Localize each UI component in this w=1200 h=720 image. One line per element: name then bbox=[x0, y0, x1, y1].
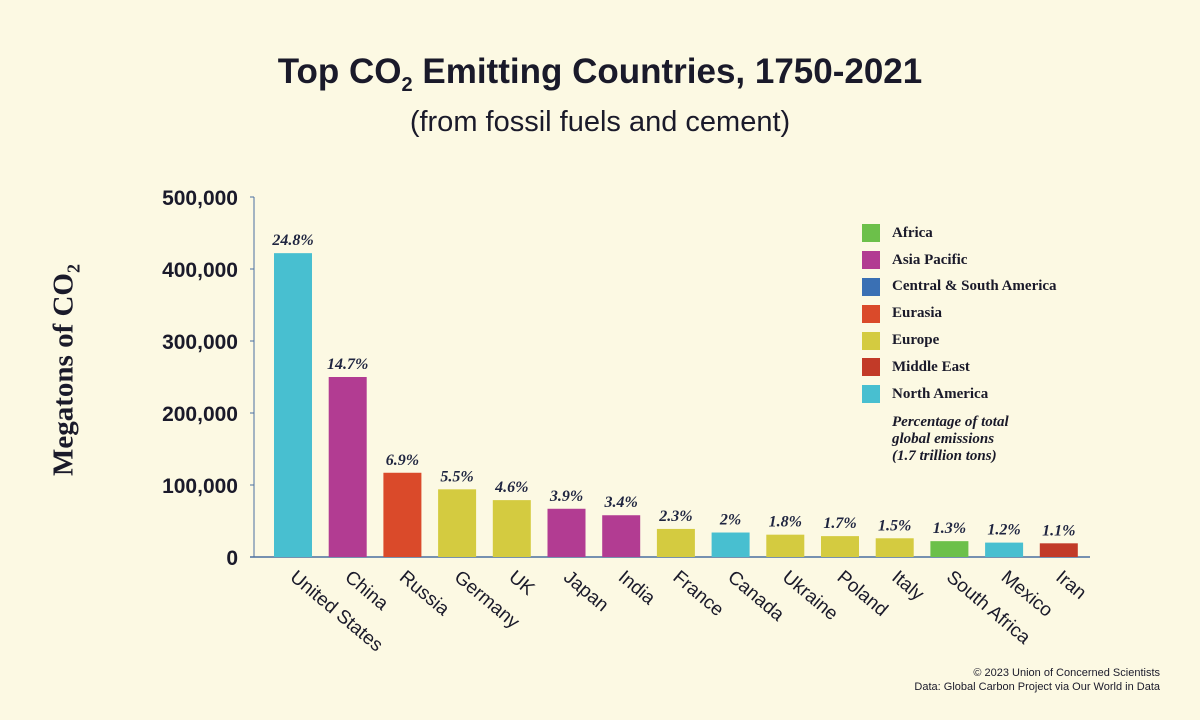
bar-south-africa bbox=[930, 541, 969, 557]
credit: © 2023 Union of Concerned Scientists Dat… bbox=[914, 667, 1160, 693]
bar-russia bbox=[383, 472, 422, 557]
x-tick-label: Iran bbox=[1052, 567, 1091, 604]
data-label: 1.8% bbox=[769, 514, 802, 531]
data-label: 1.7% bbox=[823, 515, 856, 532]
legend: Africa Asia Pacific Central & South Americ… bbox=[862, 220, 1057, 465]
data-label: 1.2% bbox=[987, 522, 1020, 539]
data-label: 4.6% bbox=[494, 479, 528, 496]
legend-item: Middle East bbox=[862, 354, 1057, 381]
bar-canada bbox=[711, 532, 750, 557]
legend-item: Central & South America bbox=[862, 274, 1057, 301]
y-tick-label: 100,000 bbox=[162, 475, 238, 498]
bar-uk bbox=[492, 500, 531, 557]
data-label: 3.9% bbox=[549, 488, 583, 505]
legend-label: Africa bbox=[892, 224, 933, 241]
data-label: 2.3% bbox=[658, 508, 692, 525]
x-tick-label: Poland bbox=[833, 567, 892, 621]
data-label: 5.5% bbox=[440, 468, 473, 485]
chart-title: Top CO2 Emitting Countries, 1750-2021 bbox=[277, 52, 923, 96]
data-label: 24.8% bbox=[271, 232, 313, 249]
legend-item: Eurasia bbox=[862, 300, 1057, 327]
x-tick-label: Russia bbox=[395, 567, 453, 621]
x-tick-label: India bbox=[614, 567, 659, 610]
legend-swatch bbox=[862, 277, 880, 296]
x-tick-label: Ukraine bbox=[778, 567, 842, 625]
legend-label: Central & South America bbox=[892, 278, 1057, 295]
chart-subtitle: (from fossil fuels and cement) bbox=[409, 106, 791, 138]
bar-italy bbox=[875, 538, 914, 557]
bar-germany bbox=[438, 489, 477, 557]
x-tick-label: Canada bbox=[723, 567, 788, 626]
bar-china bbox=[328, 377, 367, 557]
legend-swatch bbox=[862, 385, 880, 404]
data-label: 6.9% bbox=[386, 452, 419, 469]
bar-ukraine bbox=[766, 534, 805, 557]
legend-item: Europe bbox=[862, 327, 1057, 354]
y-tick-label: 500,000 bbox=[162, 187, 238, 210]
bar-united-states bbox=[274, 253, 312, 557]
legend-label: North America bbox=[892, 385, 989, 402]
x-tick-label: Italy bbox=[887, 567, 928, 606]
bar-mexico bbox=[985, 542, 1024, 557]
x-tick-label: United States bbox=[286, 567, 387, 656]
legend-swatch bbox=[862, 358, 880, 377]
legend-swatch bbox=[862, 224, 880, 243]
x-tick-label: Japan bbox=[559, 567, 612, 616]
legend-swatch bbox=[862, 304, 880, 323]
bar-france bbox=[656, 528, 695, 557]
data-label: 1.5% bbox=[878, 517, 911, 534]
data-label: 3.4% bbox=[604, 494, 638, 511]
legend-item: North America bbox=[862, 381, 1057, 408]
legend-label: Europe bbox=[892, 332, 940, 349]
x-tick-label: UK bbox=[505, 567, 539, 600]
y-tick-label: 300,000 bbox=[162, 331, 238, 354]
bar-poland bbox=[821, 536, 859, 557]
legend-swatch bbox=[862, 251, 880, 270]
legend-note: Percentage of total global emissions (1.… bbox=[892, 413, 1009, 464]
x-tick-label: France bbox=[669, 567, 728, 621]
data-label: 14.7% bbox=[327, 356, 368, 373]
legend-swatch bbox=[862, 331, 880, 350]
legend-label: Middle East bbox=[892, 358, 970, 375]
legend-item: Asia Pacific bbox=[862, 247, 1057, 274]
y-tick-label: 400,000 bbox=[162, 259, 238, 282]
legend-label: Asia Pacific bbox=[892, 251, 968, 268]
bar-japan bbox=[547, 508, 586, 557]
bar-india bbox=[602, 515, 641, 557]
data-label: 1.3% bbox=[933, 520, 966, 537]
bar-iran bbox=[1039, 543, 1078, 557]
data-label: 2% bbox=[719, 512, 741, 529]
data-label: 1.1% bbox=[1042, 522, 1075, 539]
y-tick-label: 200,000 bbox=[162, 403, 238, 426]
legend-item: Africa bbox=[862, 220, 1057, 247]
y-tick-label: 0 bbox=[226, 547, 238, 570]
legend-label: Eurasia bbox=[892, 305, 943, 322]
